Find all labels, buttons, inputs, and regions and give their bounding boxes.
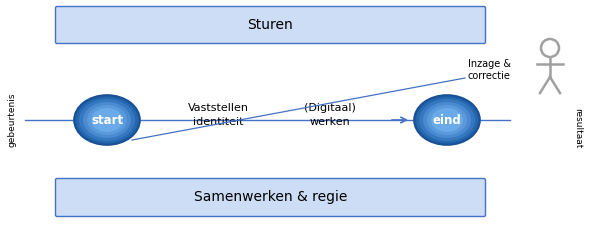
Text: start: start — [91, 113, 123, 126]
Ellipse shape — [414, 95, 480, 145]
Text: resultaat: resultaat — [573, 108, 583, 148]
Text: Vaststellen
identiteit: Vaststellen identiteit — [187, 104, 248, 127]
Text: Inzage &
correctie: Inzage & correctie — [468, 59, 511, 81]
Text: eind: eind — [433, 113, 462, 126]
Text: gebeurtenis: gebeurtenis — [8, 93, 17, 147]
Ellipse shape — [416, 97, 478, 143]
Ellipse shape — [91, 108, 123, 132]
Text: (Digitaal)
werken: (Digitaal) werken — [304, 104, 356, 127]
Ellipse shape — [419, 99, 475, 141]
Ellipse shape — [87, 105, 127, 135]
Ellipse shape — [427, 105, 467, 135]
Text: Sturen: Sturen — [248, 18, 293, 32]
Ellipse shape — [74, 95, 140, 145]
Ellipse shape — [83, 102, 131, 138]
Ellipse shape — [76, 97, 138, 143]
FancyBboxPatch shape — [56, 178, 485, 216]
Ellipse shape — [79, 99, 135, 141]
FancyBboxPatch shape — [56, 7, 485, 43]
Ellipse shape — [423, 102, 471, 138]
Ellipse shape — [431, 108, 463, 132]
Text: Samenwerken & regie: Samenwerken & regie — [194, 191, 347, 205]
